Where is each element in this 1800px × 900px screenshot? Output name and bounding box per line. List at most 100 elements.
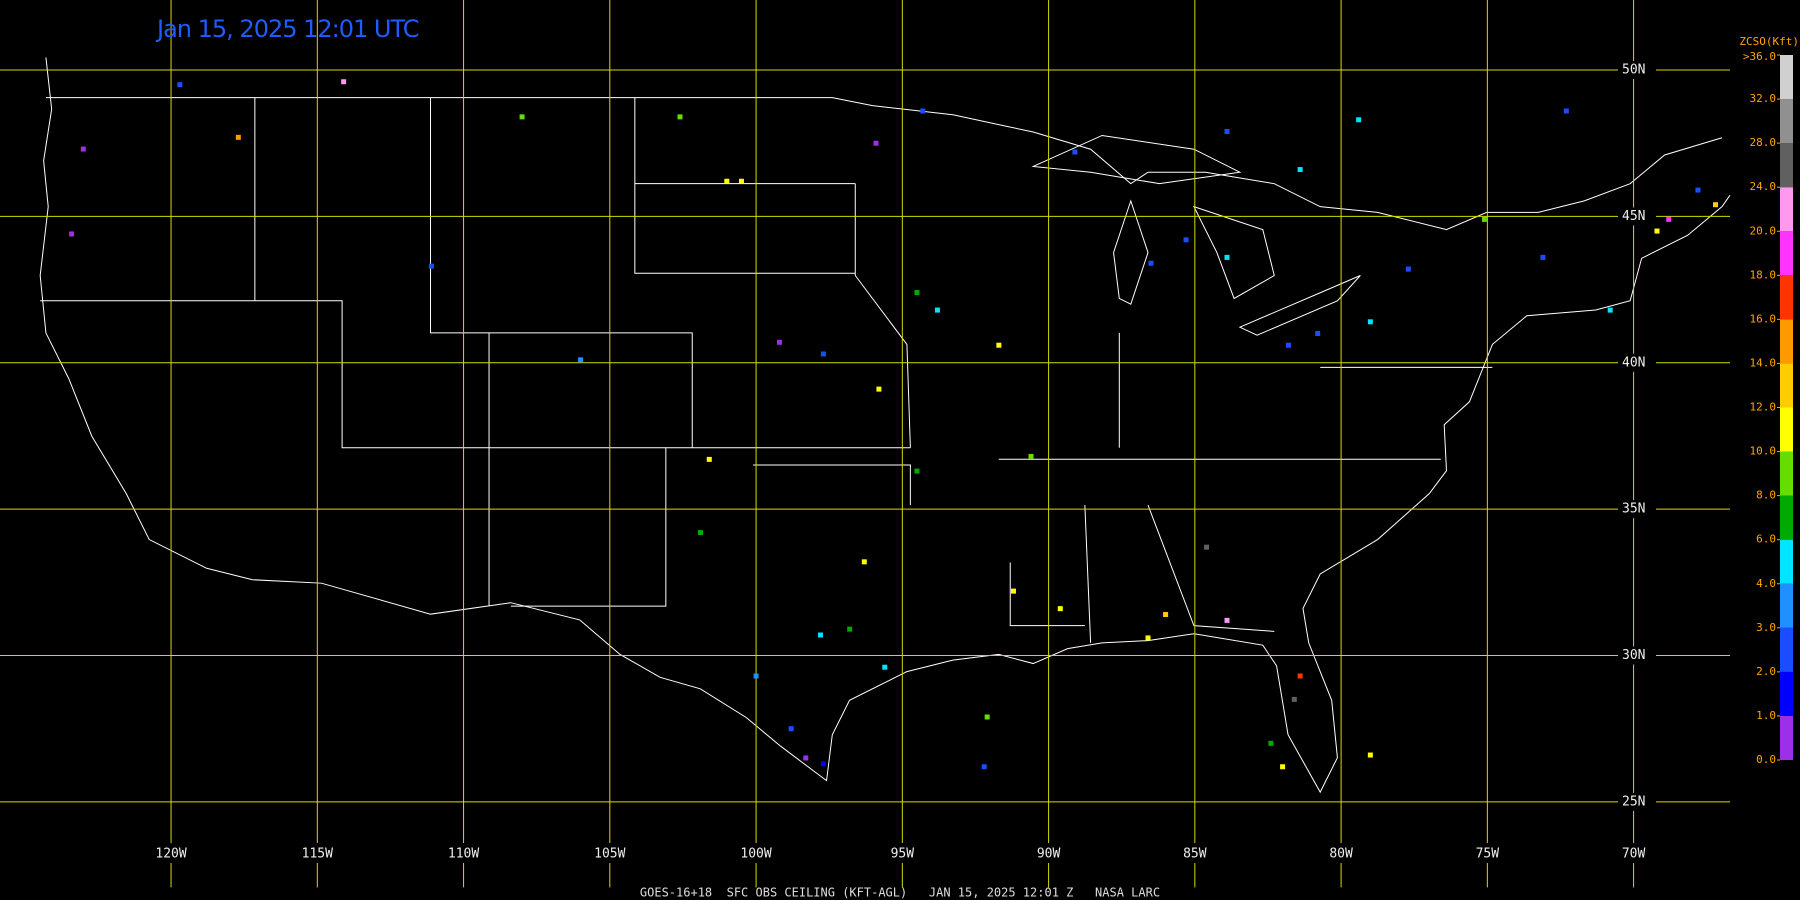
station [1367,752,1373,758]
lon-label: 90W [1037,847,1061,862]
legend-swatch [1780,539,1793,584]
station [882,664,888,670]
legend-swatch [1780,583,1793,628]
station [1356,117,1362,123]
graticule: 120W 115W 110W 105W 100W 95W 90W 85W 80W 75W 70W 50… [0,0,1731,888]
legend-label: 32.0 [1750,92,1777,105]
legend-label: 10.0 [1750,445,1777,458]
legend-swatch [1780,363,1793,408]
station [981,764,987,770]
station [1224,254,1230,260]
legend-title: ZCSO(Kft) [1739,35,1799,48]
station [820,351,826,357]
legend-label: 14.0 [1750,356,1777,369]
lake-erie [1240,276,1361,336]
state-lines [40,98,1492,643]
station [677,114,683,120]
station [788,726,794,732]
station [1315,330,1321,336]
legend-swatch [1780,627,1793,672]
label-gap [147,843,196,863]
station [1563,108,1569,114]
legend-label: 20.0 [1750,224,1777,237]
station [914,468,920,474]
label-gap [1170,843,1219,863]
legend-label: 2.0 [1756,665,1776,678]
station [341,79,347,85]
legend-swatch [1780,451,1793,496]
lat-label: 25N [1622,794,1645,809]
station [861,559,867,565]
station [1163,612,1169,618]
station [1297,167,1303,173]
station [724,178,730,184]
legend-label: 1.0 [1756,709,1776,722]
legend-label: 24.0 [1750,180,1777,193]
coastline [40,57,1730,792]
station [1285,342,1291,348]
station [738,178,744,184]
lat-label: 40N [1622,355,1645,370]
color-legend: ZCSO(Kft) 0.0 1.0 2.0 3.0 4.0 6.0 8.0 10.0 12.0 14… [1739,35,1799,766]
label-gap [1024,843,1073,863]
station [1481,216,1487,222]
lake-michigan [1114,201,1148,304]
station [1057,606,1063,612]
station [235,134,241,140]
station [817,632,823,638]
station [1010,588,1016,594]
label-gap [1317,843,1366,863]
canada-border [46,98,1722,230]
station [776,339,782,345]
station [428,263,434,269]
station [519,114,525,120]
label-gap [1618,61,1656,80]
lat-label: 30N [1622,648,1645,663]
station [1297,673,1303,679]
legend-label: 3.0 [1756,621,1776,634]
legend-label: 8.0 [1756,489,1776,502]
label-gap [732,843,781,863]
station [920,108,926,114]
legend-label: 12.0 [1750,401,1777,414]
station [177,82,183,88]
legend-label: 0.0 [1756,753,1776,766]
station [1666,216,1672,222]
label-gap [1463,843,1512,863]
station [1204,544,1210,550]
lon-label: 85W [1183,847,1207,862]
lat-label: 35N [1622,502,1645,517]
label-gap [293,843,342,863]
station [1540,254,1546,260]
station [706,456,712,462]
station [1291,696,1297,702]
station [847,626,853,632]
lon-label: 100W [740,847,771,862]
legend-label: 16.0 [1750,312,1777,325]
lon-label: 115W [302,847,333,862]
label-gap [1618,646,1656,665]
legend-swatch [1780,407,1793,452]
caption: GOES-16+18 SFC OBS CEILING (KFT-AGL) JAN… [640,886,1160,900]
lat-label: 45N [1622,209,1645,224]
station [934,307,940,313]
lon-label: 80W [1329,847,1353,862]
lake-superior [1033,135,1240,183]
station [1607,307,1613,313]
station [876,386,882,392]
legend-swatch [1780,187,1793,232]
lake-huron [1194,207,1274,299]
legend-label: 4.0 [1756,577,1776,590]
station [984,714,990,720]
legend-swatch [1780,231,1793,276]
map-title: Jan 15, 2025 12:01 UTC [155,15,419,43]
station [1148,260,1154,266]
station [1654,228,1660,234]
legend-swatch [1780,275,1793,320]
station [873,140,879,146]
stations [69,79,1719,770]
legend-label: 28.0 [1750,136,1777,149]
station [1695,187,1701,193]
